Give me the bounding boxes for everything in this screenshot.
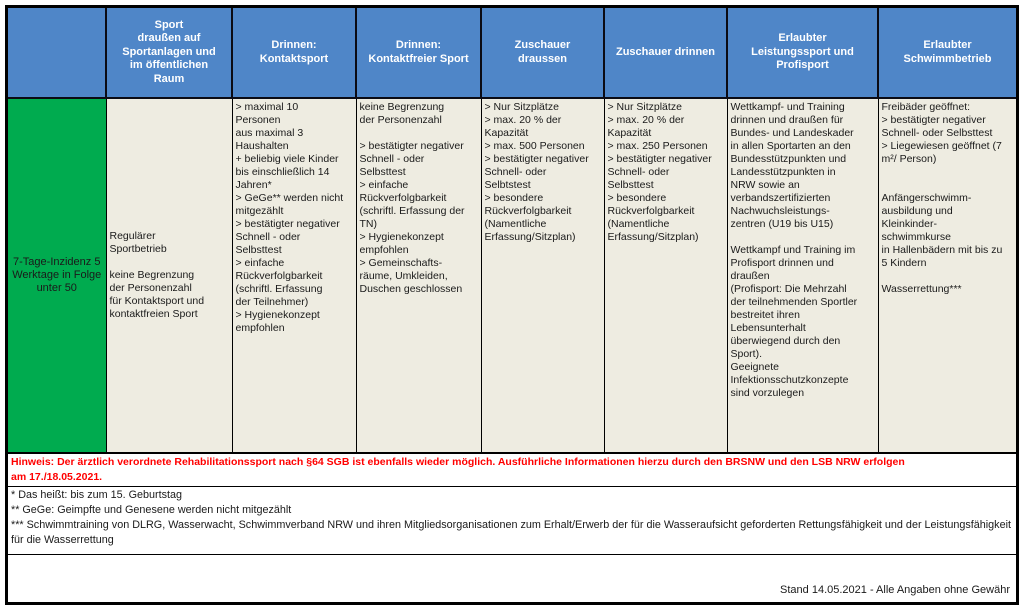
footer-area: Stand 14.05.2021 - Alle Angaben ohne Gew… [8,555,1016,602]
footnote-swim-training: *** Schwimmtraining von DLRG, Wasserwach… [11,519,1011,546]
cell-sport-outdoor: Regulärer Sportbetrieb keine Begrenzung … [105,97,233,454]
cell-indoor-noncontact: keine Begrenzung der Personenzahl > best… [355,97,482,454]
cell-elite-sport: Wettkampf- und Training drinnen und drau… [726,97,879,454]
header-indoor-contact: Drinnen: Kontaktsport [231,8,357,99]
header-indoor-noncontact: Drinnen: Kontaktfreier Sport [355,8,482,99]
table-row: 7-Tage-Inzidenz 5 Werktage in Folge unte… [8,97,1016,454]
stand-date: Stand 14.05.2021 - Alle Angaben ohne Gew… [780,584,1010,596]
header-sport-outdoor: Sport draußen auf Sportanlagen und im öf… [105,8,233,99]
rehabilitation-hint: Hinweis: Der ärztlich verordnete Rehabil… [8,454,1016,487]
regulations-table: Sport draußen auf Sportanlagen und im öf… [8,8,1016,454]
header-row: Sport draußen auf Sportanlagen und im öf… [8,8,1016,99]
cell-indoor-contact: > maximal 10 Personen aus maximal 3 Haus… [231,97,357,454]
footnote-age: * Das heißt: bis zum 15. Geburtstag [11,489,183,501]
cell-spectators-outdoor: > Nur Sitzplätze > max. 20 % der Kapazit… [480,97,605,454]
header-spectators-outdoor: Zuschauer draussen [480,8,605,99]
header-spectators-indoor: Zuschauer drinnen [603,8,728,99]
cell-spectators-indoor: > Nur Sitzplätze > max. 20 % der Kapazit… [603,97,728,454]
footnotes: * Das heißt: bis zum 15. Geburtstag ** G… [8,487,1016,555]
header-empty [8,8,107,99]
footnote-gege: ** GeGe: Geimpfte und Genesene werden ni… [11,504,292,516]
header-elite-sport: Erlaubter Leistungssport und Profisport [726,8,879,99]
cell-swimming: Freibäder geöffnet: > bestätigter negati… [877,97,1016,454]
row-label-incidence: 7-Tage-Inzidenz 5 Werktage in Folge unte… [8,97,107,454]
document-frame: Sport draußen auf Sportanlagen und im öf… [5,5,1019,605]
header-swimming: Erlaubter Schwimmbetrieb [877,8,1016,99]
